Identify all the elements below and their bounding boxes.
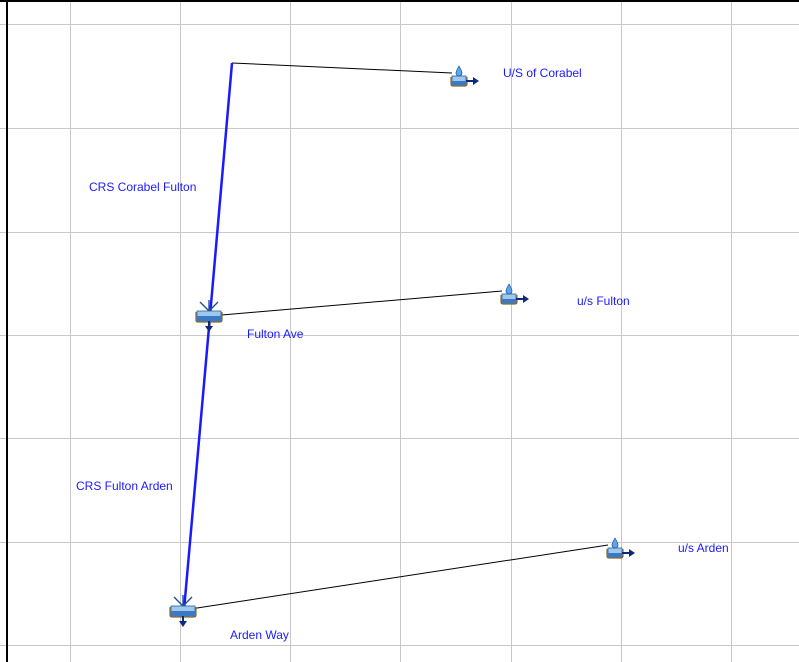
reach-line-fulton-arden[interactable] — [182, 315, 212, 611]
subbasin-label-us-arden[interactable]: u/s Arden — [678, 541, 729, 555]
reach-line-corabel-fulton[interactable] — [208, 62, 234, 317]
subbasin-icon[interactable] — [450, 65, 480, 87]
connector-us-corabel[interactable] — [231, 62, 453, 74]
reach-label-corabel-fulton[interactable]: CRS Corabel Fulton — [89, 180, 197, 194]
junction-icon[interactable] — [169, 594, 197, 628]
reach-label-fulton-arden[interactable]: CRS Fulton Arden — [76, 479, 173, 493]
subbasin-label-us-fulton[interactable]: u/s Fulton — [577, 294, 630, 308]
junction-label-arden-way[interactable]: Arden Way — [230, 628, 289, 642]
junction-icon[interactable] — [195, 299, 223, 333]
junction-label-fulton-ave[interactable]: Fulton Ave — [247, 327, 304, 341]
subbasin-icon[interactable] — [500, 283, 530, 305]
connector-us-arden[interactable] — [183, 544, 609, 611]
connector-us-fulton[interactable] — [209, 290, 503, 317]
subbasin-label-us-corabel[interactable]: U/S of Corabel — [503, 66, 582, 80]
